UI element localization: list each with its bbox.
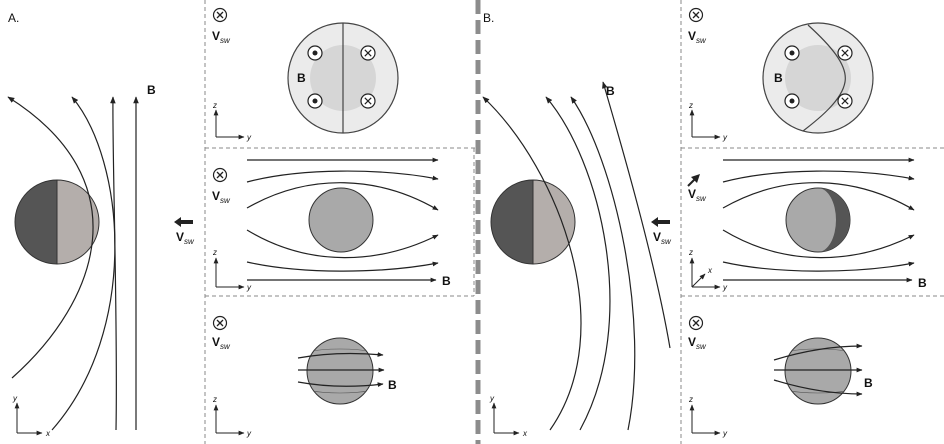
panel-a-label: A. bbox=[8, 11, 19, 25]
solar-wind-arrow-b bbox=[651, 217, 670, 227]
axes-inset bbox=[213, 109, 245, 140]
axis-label: z bbox=[688, 248, 693, 257]
axis-label: y bbox=[246, 133, 252, 142]
field-label-b: B bbox=[606, 84, 615, 98]
planet-sphere-a bbox=[308, 187, 374, 253]
out-of-page-icon bbox=[784, 45, 800, 61]
field-label-a: B bbox=[147, 83, 156, 97]
axis-label: z bbox=[688, 101, 693, 110]
planet-a bbox=[14, 179, 100, 265]
axis-label: z bbox=[212, 248, 217, 257]
into-page-icon bbox=[837, 45, 853, 61]
into-page-icon bbox=[360, 93, 376, 109]
axis-label: y bbox=[246, 429, 252, 438]
axes-inset bbox=[689, 109, 721, 140]
planet-b bbox=[490, 179, 576, 265]
out-of-page-icon bbox=[307, 45, 323, 61]
into-page-icon bbox=[212, 167, 228, 183]
field-label: B bbox=[864, 376, 873, 390]
axis-label: y bbox=[722, 283, 728, 292]
field-label: B bbox=[442, 274, 451, 288]
axis-label: y bbox=[489, 394, 495, 403]
planet-sphere-bottom-a bbox=[306, 337, 374, 405]
field-lines-a-side bbox=[246, 157, 439, 283]
solar-wind-label: Vsw bbox=[688, 187, 707, 203]
axis-label: y bbox=[246, 283, 252, 292]
axis-label: y bbox=[12, 394, 18, 403]
out-of-page-icon bbox=[307, 93, 323, 109]
field-lines-b-bottom bbox=[773, 343, 863, 397]
solar-wind-label-b: Vsw bbox=[653, 230, 672, 246]
tilted-arrow-icon bbox=[687, 174, 700, 187]
field-label: B bbox=[297, 71, 306, 85]
axis-label: x bbox=[707, 266, 713, 275]
field-label: B bbox=[388, 378, 397, 392]
axis-label: z bbox=[688, 395, 693, 404]
solar-wind-label: Vsw bbox=[688, 335, 707, 351]
dashed-borders bbox=[204, 0, 944, 444]
axes-inset bbox=[689, 404, 721, 436]
solar-wind-label-a: Vsw bbox=[176, 230, 195, 246]
solar-wind-arrow-a bbox=[174, 217, 193, 227]
axes-inset bbox=[213, 404, 245, 436]
axes-inset-3d bbox=[689, 257, 721, 290]
field-lines-b bbox=[482, 81, 671, 431]
into-page-icon bbox=[360, 45, 376, 61]
into-page-icon bbox=[212, 315, 228, 331]
solar-wind-label: Vsw bbox=[212, 29, 231, 45]
axes-a-main bbox=[14, 402, 43, 436]
into-page-icon bbox=[688, 7, 704, 23]
planet-sphere-b bbox=[785, 187, 851, 253]
field-lines-b-side bbox=[722, 157, 915, 283]
axis-label: z bbox=[212, 395, 217, 404]
axes-b-main bbox=[491, 402, 520, 436]
axis-label: y bbox=[722, 133, 728, 142]
into-page-icon bbox=[688, 315, 704, 331]
panel-b-label: B. bbox=[483, 11, 494, 25]
axis-label: y bbox=[722, 429, 728, 438]
solar-wind-label: Vsw bbox=[688, 29, 707, 45]
planet-sphere-bottom-b bbox=[784, 337, 852, 405]
out-of-page-icon bbox=[784, 93, 800, 109]
field-lines-a bbox=[7, 96, 139, 431]
axis-label: x bbox=[45, 429, 51, 438]
axes-inset bbox=[213, 257, 245, 290]
into-page-icon bbox=[212, 7, 228, 23]
axis-label: x bbox=[522, 429, 528, 438]
field-label: B bbox=[918, 276, 927, 290]
solar-wind-label: Vsw bbox=[212, 189, 231, 205]
field-lines-a-bottom bbox=[297, 352, 385, 388]
solar-wind-label: Vsw bbox=[212, 335, 231, 351]
into-page-icon bbox=[837, 93, 853, 109]
field-label: B bbox=[774, 71, 783, 85]
axis-label: z bbox=[212, 101, 217, 110]
